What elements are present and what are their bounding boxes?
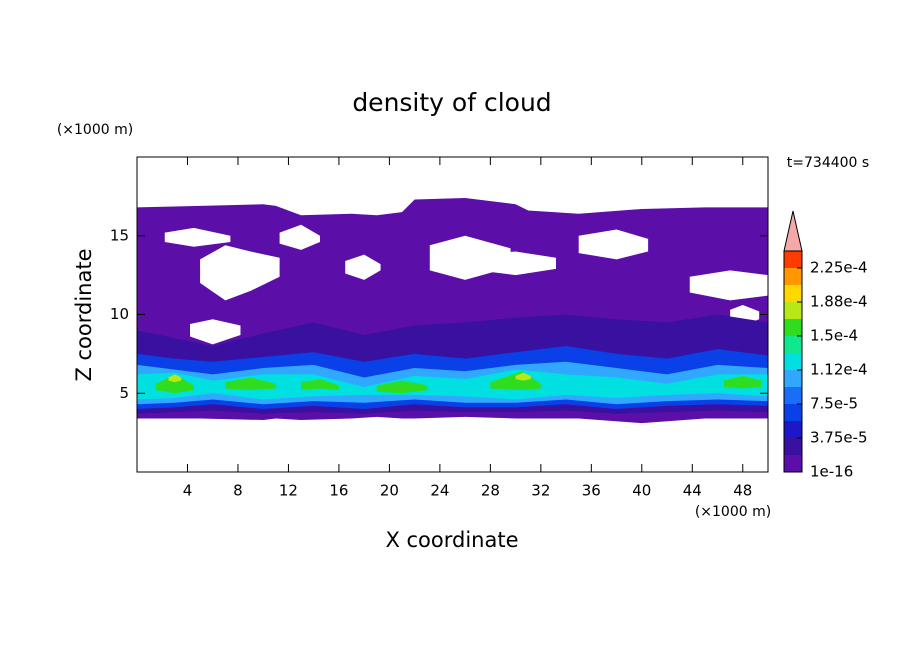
colorbar-label: 1e-16 — [810, 463, 853, 481]
colorbar-band — [784, 353, 802, 370]
contour-region — [225, 377, 276, 391]
colorbar-label: 3.75e-5 — [810, 429, 868, 447]
x-tick-label: 40 — [632, 482, 651, 500]
y-tick-label: 10 — [110, 305, 129, 323]
colorbar-label: 2.25e-4 — [810, 259, 868, 277]
colorbar-label: 1.12e-4 — [810, 361, 868, 379]
colorbar-label: 1.5e-4 — [810, 327, 858, 345]
x-tick-label: 16 — [329, 482, 348, 500]
x-tick-label: 4 — [183, 482, 193, 500]
colorbar-band — [784, 285, 802, 302]
colorbar-band — [784, 438, 802, 455]
colorbar-band — [784, 370, 802, 387]
colorbar-band — [784, 251, 802, 268]
colorbar-band — [784, 421, 802, 438]
contour-region — [477, 251, 556, 276]
x-tick-label: 48 — [733, 482, 752, 500]
x-tick-label: 20 — [380, 482, 399, 500]
y-axis-label: Z coordinate — [72, 248, 96, 381]
contour-region — [200, 245, 280, 301]
colorbar-label: 1.88e-4 — [810, 293, 868, 311]
contour-region — [723, 375, 762, 389]
x-tick-label: 12 — [279, 482, 298, 500]
x-tick-label: 8 — [233, 482, 243, 500]
contour-region — [345, 254, 381, 280]
x-tick-label: 28 — [481, 482, 500, 500]
colorbar-band — [784, 319, 802, 336]
x-unit: (×1000 m) — [695, 504, 771, 520]
chart-title: density of cloud — [352, 88, 551, 117]
contour-region — [376, 380, 428, 394]
x-axis-label: X coordinate — [385, 528, 518, 552]
colorbar-band — [784, 268, 802, 285]
time-label: t=734400 s — [787, 155, 869, 171]
colorbar-extend — [783, 210, 803, 252]
colorbar-band — [784, 387, 802, 404]
colorbar-band — [784, 455, 802, 472]
colorbar-band — [784, 302, 802, 319]
x-tick-label: 32 — [531, 482, 550, 500]
x-tick-label: 24 — [430, 482, 449, 500]
contour-region — [155, 374, 194, 394]
y-unit: (×1000 m) — [57, 122, 133, 138]
contour-region — [515, 372, 531, 381]
colorbar-band — [784, 336, 802, 353]
colorbar-frame — [783, 250, 803, 473]
colorbar-band — [784, 404, 802, 421]
contour-region — [137, 369, 768, 400]
colorbar-label: 7.5e-5 — [810, 395, 858, 413]
contour-region — [190, 319, 241, 345]
contour-region — [689, 270, 768, 301]
contour-region — [168, 374, 182, 383]
x-tick-label: 44 — [683, 482, 702, 500]
contour-region — [301, 379, 339, 391]
contour-region — [279, 224, 320, 250]
y-tick-label: 15 — [110, 226, 129, 244]
contour-region — [578, 229, 649, 260]
x-tick-label: 36 — [582, 482, 601, 500]
contour-region — [164, 227, 231, 247]
y-tick-label: 5 — [119, 384, 129, 402]
